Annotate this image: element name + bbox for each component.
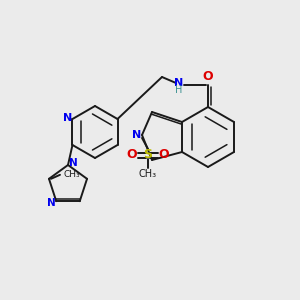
Text: N: N — [174, 78, 184, 88]
Text: N: N — [47, 198, 56, 208]
Text: CH₃: CH₃ — [139, 169, 157, 179]
Text: S: S — [143, 148, 152, 161]
Text: N: N — [69, 158, 77, 168]
Text: CH₃: CH₃ — [64, 170, 80, 179]
Text: N: N — [63, 113, 72, 123]
Text: O: O — [203, 70, 213, 83]
Text: H: H — [175, 85, 183, 95]
Text: O: O — [127, 148, 137, 161]
Text: N: N — [132, 130, 142, 140]
Text: O: O — [159, 148, 169, 161]
